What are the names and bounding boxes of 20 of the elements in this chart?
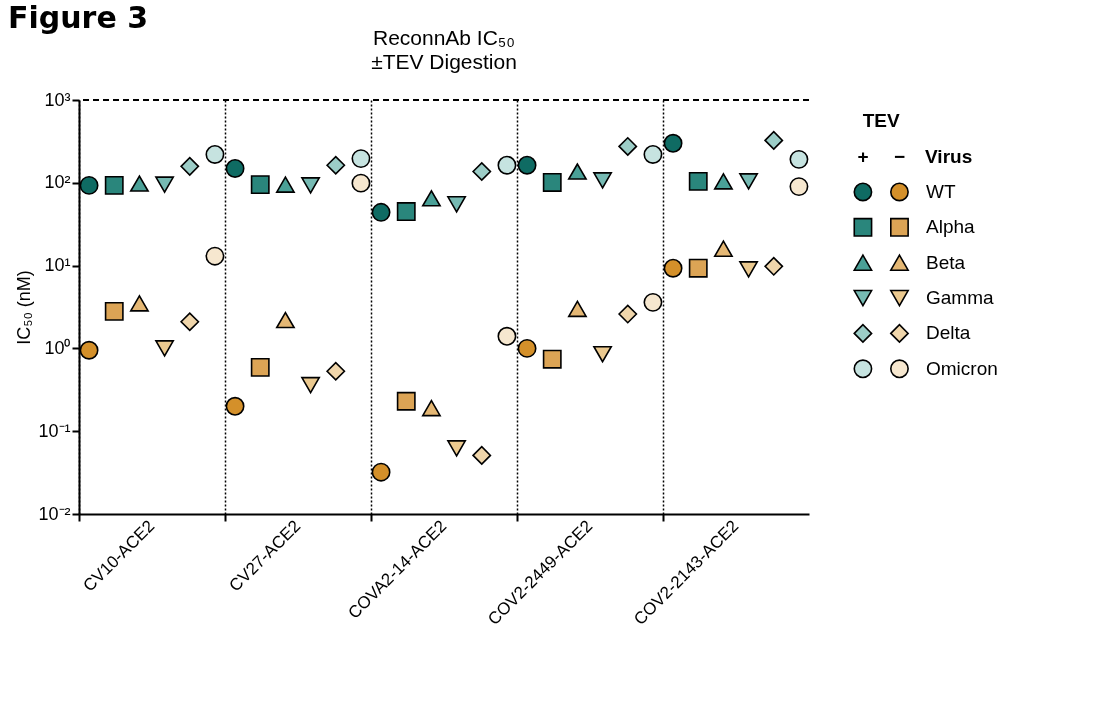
legend-label: Gamma [926,287,994,309]
text: + [857,145,869,167]
legend-label: Alpha [926,216,976,238]
text: − [893,145,906,167]
legend-label: Delta [926,322,971,344]
y-tick-label: 10² [44,172,71,193]
legend-label: Beta [926,251,966,273]
caption: Figure 3 [8,0,149,35]
text: Virus [925,145,973,167]
chart-title: ReconnAb IC₅₀ [372,26,516,49]
y-tick-label: 10⁰ [44,337,71,358]
y-tick-label: 10⁻¹ [38,420,71,441]
chart-subtitle: ±TEV Digestion [371,50,517,73]
y-tick-label: 10⁻² [38,503,71,524]
legend-label: WT [926,180,956,202]
y-tick-label: 10³ [44,89,71,110]
y-axis-title: IC₅₀ (nM) [14,270,35,345]
y-tick-label: 10¹ [44,255,71,276]
legend-label: Omicron [926,357,998,379]
legend-title: TEV [862,110,900,132]
